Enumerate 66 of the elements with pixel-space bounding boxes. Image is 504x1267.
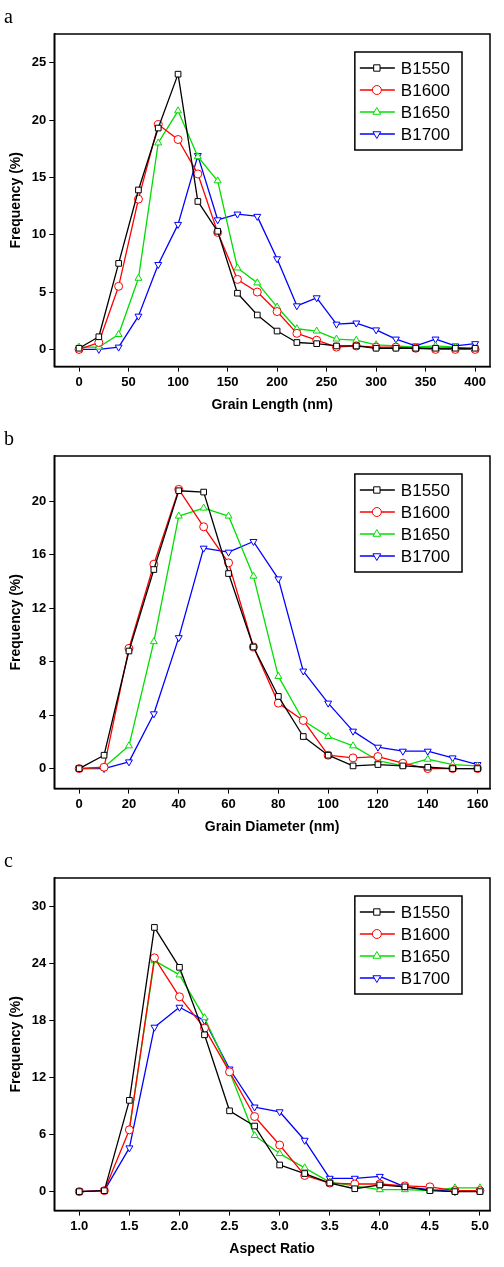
legend-label: B1550	[400, 58, 451, 78]
x-tick-label: 0	[75, 373, 83, 389]
x-tick-label: 60	[221, 795, 236, 811]
legend-label: B1650	[400, 946, 451, 966]
x-tick-label: 300	[365, 373, 387, 389]
y-tick-label: 12	[31, 1069, 47, 1085]
y-axis-title: Frequency (%)	[7, 996, 24, 1093]
x-tick-label: 350	[414, 373, 437, 389]
y-tick-label: 24	[31, 955, 48, 971]
x-tick-label: 3.5	[320, 1217, 339, 1233]
legend-label: B1550	[400, 480, 451, 500]
legend-label: B1650	[400, 524, 451, 544]
y-tick-label: 4	[39, 706, 48, 722]
y-tick-label: 8	[39, 653, 47, 669]
legend-label: B1650	[400, 102, 451, 122]
y-tick-label: 0	[39, 340, 47, 356]
y-tick-label: 20	[31, 111, 47, 127]
x-tick-label: 100	[167, 373, 189, 389]
y-tick-label: 12	[31, 599, 47, 615]
x-tick-label: 1.5	[120, 1217, 139, 1233]
y-tick-label: 18	[31, 1012, 47, 1028]
chart-title: a	[4, 5, 13, 28]
x-tick-label: 200	[266, 373, 288, 389]
legend-label: B1700	[400, 124, 451, 144]
x-axis-title: Grain Diameter (nm)	[204, 818, 340, 835]
x-tick-label: 20	[121, 795, 137, 811]
y-tick-label: 16	[31, 546, 47, 562]
x-tick-label: 120	[367, 795, 389, 811]
legend-label: B1600	[400, 80, 451, 100]
x-tick-label: 400	[464, 373, 486, 389]
x-axis-title: Aspect Ratio	[229, 1240, 315, 1257]
x-tick-label: 2.5	[220, 1217, 239, 1233]
x-tick-label: 50	[121, 373, 136, 389]
x-tick-label: 3.0	[270, 1217, 289, 1233]
legend-label: B1550	[400, 902, 451, 922]
x-tick-label: 140	[416, 795, 439, 811]
legend-label: B1700	[400, 546, 451, 566]
x-tick-label: 250	[315, 373, 338, 389]
x-tick-label: 40	[171, 795, 186, 811]
y-tick-label: 15	[31, 168, 47, 184]
legend-label: B1600	[400, 502, 451, 522]
x-tick-label: 150	[216, 373, 239, 389]
x-tick-label: 100	[317, 795, 340, 811]
chart-title: b	[4, 427, 14, 450]
y-tick-label: 30	[31, 898, 47, 914]
x-tick-label: 80	[271, 795, 286, 811]
x-tick-label: 4.5	[420, 1217, 439, 1233]
y-tick-label: 10	[31, 226, 47, 242]
chart-title: c	[4, 849, 13, 872]
legend-label: B1600	[400, 924, 451, 944]
y-axis-title: Frequency (%)	[7, 152, 24, 249]
x-tick-label: 5.0	[470, 1217, 490, 1233]
x-tick-label: 160	[466, 795, 489, 811]
x-tick-label: 1.0	[70, 1217, 89, 1233]
y-tick-label: 6	[39, 1126, 47, 1142]
x-tick-label: 0	[75, 795, 83, 811]
y-tick-label: 0	[39, 760, 47, 776]
y-tick-label: 20	[31, 492, 47, 508]
x-axis-title: Grain Length (nm)	[211, 396, 333, 413]
legend-label: B1700	[400, 968, 451, 988]
x-tick-label: 2.0	[170, 1217, 189, 1233]
x-tick-label: 4.0	[370, 1217, 389, 1233]
y-tick-label: 0	[39, 1183, 47, 1199]
y-tick-label: 25	[31, 54, 47, 70]
y-axis-title: Frequency (%)	[7, 574, 24, 671]
y-tick-label: 5	[39, 283, 47, 299]
